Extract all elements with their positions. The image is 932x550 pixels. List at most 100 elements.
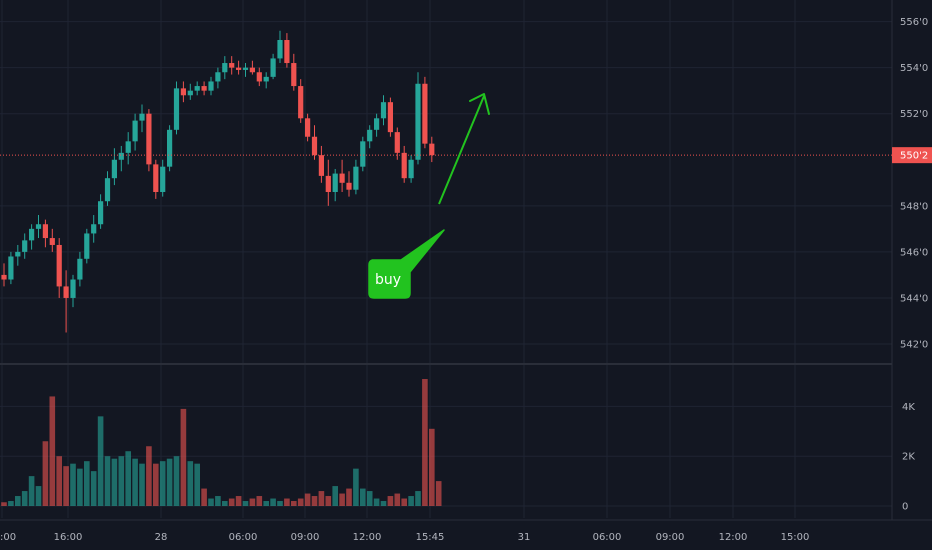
volume-bar[interactable] [263,501,269,506]
volume-bar[interactable] [360,488,366,506]
volume-bar[interactable] [408,496,414,506]
volume-bar[interactable] [401,498,407,506]
candle-body[interactable] [305,118,311,137]
volume-bar[interactable] [297,498,304,506]
volume-bar[interactable] [353,468,359,506]
candle-body[interactable] [56,244,62,287]
candle-body[interactable] [63,286,69,298]
candle-body[interactable] [422,83,428,144]
volume-bar[interactable] [84,461,90,506]
candle-body[interactable] [380,102,387,119]
volume-bar[interactable] [15,496,21,506]
volume-bar[interactable] [277,501,283,506]
candle-body[interactable] [429,143,435,156]
candle-body[interactable] [346,182,352,190]
candle-body[interactable] [367,129,373,142]
candle-body[interactable] [201,86,207,91]
volume-bar[interactable] [311,496,318,506]
volume-bar[interactable] [194,463,200,506]
candle-body[interactable] [229,63,235,68]
volume-bar[interactable] [132,458,138,506]
volume-bar[interactable] [90,471,97,506]
volume-axis[interactable]: 0 2K 4K [902,402,915,513]
volume-bar[interactable] [139,463,145,506]
volume-bar[interactable] [284,498,290,506]
candle-body[interactable] [153,164,159,193]
price-pane[interactable] [1,30,435,333]
candle-body[interactable] [242,67,249,70]
candle-body[interactable] [249,67,255,73]
candle-body[interactable] [118,152,124,160]
buy-callout[interactable] [368,229,445,299]
volume-bar[interactable] [104,456,111,506]
volume-bar[interactable] [201,488,207,506]
candle-body[interactable] [194,86,200,91]
candle-body[interactable] [222,63,228,73]
volume-bar[interactable] [256,496,263,506]
volume-bar[interactable] [339,493,345,506]
volume-bar[interactable] [146,446,152,506]
volume-bar[interactable] [304,493,311,506]
volume-bar[interactable] [215,496,221,506]
candle-body[interactable] [167,129,173,167]
volume-bar[interactable] [291,501,297,506]
candle-body[interactable] [332,173,338,193]
candle-body[interactable] [401,152,407,179]
volume-pane[interactable] [1,379,442,506]
candle-body[interactable] [215,72,221,82]
volume-bar[interactable] [1,502,7,506]
volume-bar[interactable] [8,501,14,506]
volume-bar[interactable] [380,501,387,506]
candle-body[interactable] [311,136,318,156]
volume-bar[interactable] [97,416,104,506]
candle-body[interactable] [35,224,42,229]
volume-bar[interactable] [318,491,325,506]
candle-body[interactable] [146,113,152,165]
volume-bar[interactable] [111,458,118,506]
volume-bar[interactable] [118,456,125,506]
candle-body[interactable] [180,88,186,96]
candle-body[interactable] [339,173,345,183]
candle-body[interactable] [236,67,242,70]
candle-body[interactable] [139,113,145,121]
candle-body[interactable] [187,90,193,96]
volume-bar[interactable] [387,496,394,506]
volume-bar[interactable] [346,488,352,506]
volume-bar[interactable] [435,481,442,506]
candle-body[interactable] [387,102,393,133]
trend-arrow[interactable] [438,95,485,205]
candle-body[interactable] [42,224,48,239]
candle-body[interactable] [277,40,283,59]
volume-bar[interactable] [159,461,166,506]
candle-body[interactable] [173,88,180,130]
candle-body[interactable] [270,58,276,77]
volume-bar[interactable] [21,491,28,506]
candle-body[interactable] [208,81,214,91]
volume-bar[interactable] [422,379,428,506]
candle-body[interactable] [284,40,290,64]
volume-bar[interactable] [70,463,76,506]
candle-body[interactable] [318,155,324,176]
volume-bar[interactable] [63,466,69,506]
volume-bar[interactable] [153,463,159,506]
candle-body[interactable] [1,274,7,280]
volume-bar[interactable] [394,493,401,506]
candle-body[interactable] [394,132,400,153]
candle-body[interactable] [111,159,117,179]
volume-bar[interactable] [77,468,83,506]
volume-bar[interactable] [180,408,187,506]
volume-bar[interactable] [173,456,180,506]
volume-bar[interactable] [325,496,332,506]
candle-body[interactable] [415,83,421,160]
volume-bar[interactable] [415,491,421,506]
volume-bar[interactable] [270,498,276,506]
volume-bar[interactable] [125,451,131,506]
candle-body[interactable] [360,141,366,167]
volume-bar[interactable] [56,456,62,506]
candle-body[interactable] [298,86,304,119]
candle-body[interactable] [325,175,331,193]
candle-body[interactable] [8,256,14,280]
candle-body[interactable] [84,233,90,259]
volume-bar[interactable] [228,498,235,506]
